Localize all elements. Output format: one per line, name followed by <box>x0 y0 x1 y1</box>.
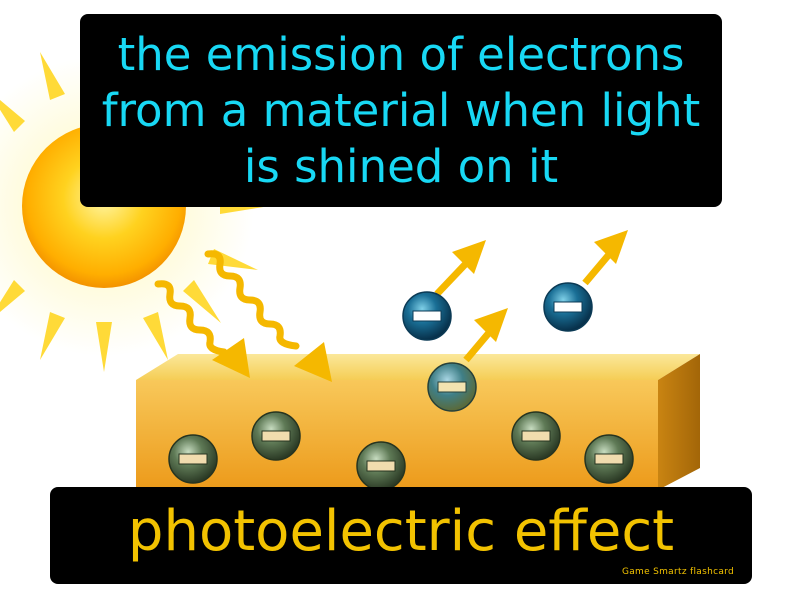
electron-icon <box>584 434 634 484</box>
electron-icon <box>511 411 561 461</box>
term-box: photoelectric effect Game Smartz flashca… <box>50 487 752 584</box>
definition-text: the emission of electrons from a materia… <box>101 27 701 193</box>
material-block <box>136 354 700 490</box>
brand-label: Game Smartz flashcard <box>621 567 734 577</box>
electron-icon <box>168 434 218 484</box>
light-arrowhead <box>212 338 332 382</box>
electron-icon <box>356 441 406 491</box>
emission-arrow-icon <box>434 230 628 363</box>
light-wave-icon <box>154 250 300 356</box>
electron-icon <box>402 291 452 341</box>
electron-icon <box>251 411 301 461</box>
definition-box: the emission of electrons from a materia… <box>80 14 722 207</box>
electron-icon <box>427 362 477 412</box>
term-text: photoelectric effect <box>127 499 675 564</box>
electron-icon <box>543 282 593 332</box>
